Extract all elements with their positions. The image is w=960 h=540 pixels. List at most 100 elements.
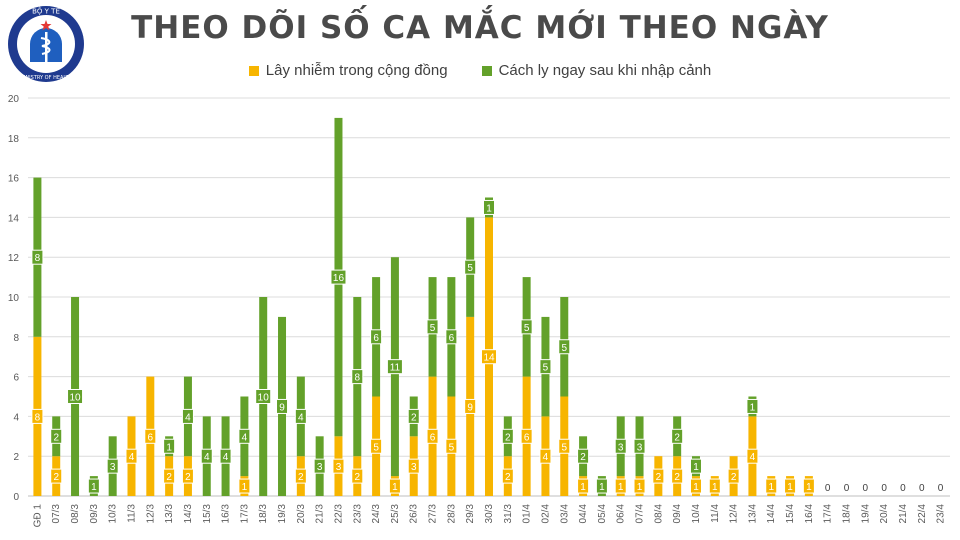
data-label-community-box [31,408,44,424]
data-label-community-box [652,468,665,484]
y-tick-label: 8 [13,333,19,344]
data-label-quarantine-box [558,339,571,355]
data-label-community-box [181,468,194,484]
data-label-quarantine-box [106,458,119,474]
x-tick-label: 19/4 [860,504,871,524]
data-label-quarantine: 2 [580,452,586,463]
data-label-community-box [746,448,759,464]
x-tick-label: 10/4 [691,504,702,524]
data-label-community-box [689,478,702,494]
data-label-quarantine: 2 [674,432,680,443]
data-label-community-box [238,478,251,494]
y-tick-label: 12 [8,253,20,264]
data-label-community: 1 [712,482,718,493]
data-label-community-box [125,448,138,464]
data-label-zero: 0 [938,483,944,494]
data-label-quarantine-box [330,269,347,285]
x-tick-label: 16/4 [804,504,815,524]
data-label-quarantine-box [219,448,232,464]
data-label-quarantine: 3 [618,442,624,453]
data-label-quarantine-box [294,408,307,424]
data-label-quarantine: 2 [411,412,417,423]
x-tick-label: 17/3 [239,504,250,524]
x-tick-label: 20/4 [879,504,890,524]
svg-text:MINISTRY OF HEALTH: MINISTRY OF HEALTH [20,75,73,81]
data-label-quarantine: 3 [637,442,643,453]
x-tick-label: 09/3 [89,504,100,524]
data-label-quarantine: 5 [524,323,530,334]
x-tick-label: 27/3 [428,504,439,524]
data-label-quarantine-box [633,438,646,454]
data-label-zero: 0 [844,483,850,494]
data-label-community: 2 [505,472,511,483]
data-label-community-box [445,438,458,454]
data-label-quarantine: 8 [35,253,41,264]
x-tick-label: 12/4 [729,504,740,524]
data-label-quarantine-box [464,259,477,275]
data-label-community: 6 [148,432,154,443]
data-label-quarantine: 1 [599,482,605,493]
data-label-quarantine-box [163,438,176,454]
x-tick-label: 11/3 [126,504,137,523]
data-label-community: 1 [242,482,248,493]
data-label-community-box [614,478,627,494]
data-label-community: 9 [467,402,473,413]
data-label-quarantine-box [746,398,759,414]
data-label-quarantine-box [595,478,608,494]
data-label-community-box [407,458,420,474]
data-label-quarantine-box [313,458,326,474]
data-label-community: 1 [580,482,586,493]
data-label-quarantine-box [689,458,702,474]
data-label-quarantine: 6 [373,333,379,344]
data-label-quarantine-box [407,408,420,424]
svg-text:BỘ Y TẾ: BỘ Y TẾ [32,6,60,16]
data-label-quarantine-box [276,398,289,414]
legend-label-quarantine: Cách ly ngay sau khi nhập cảnh [498,62,712,79]
data-label-community-box [50,468,63,484]
data-label-quarantine: 6 [449,333,455,344]
data-label-quarantine-box [31,249,44,265]
data-label-community-box [558,438,571,454]
ministry-of-health-logo: BỘ Y TẾ MINISTRY OF HEALTH [8,6,84,82]
data-label-community: 1 [637,482,643,493]
data-label-quarantine: 2 [53,432,59,443]
data-label-community: 3 [336,462,342,473]
x-tick-label: 24/3 [371,504,382,524]
x-tick-label: 12/3 [145,504,156,524]
data-label-zero: 0 [900,483,906,494]
x-tick-label: 20/3 [296,504,307,524]
x-tick-label: GĐ 1 [32,504,43,528]
x-tick-label: 23/3 [352,504,363,524]
data-label-community: 5 [449,442,455,453]
data-label-community-box [388,478,401,494]
legend-item-quarantine: Cách ly ngay sau khi nhập cảnh [481,62,712,79]
data-label-quarantine-box [351,369,364,385]
x-tick-label: 21/3 [315,504,326,524]
x-tick-label: 05/4 [597,504,608,524]
data-label-community-box [481,349,497,365]
data-label-quarantine-box [370,329,383,345]
data-label-community-box [332,458,345,474]
data-label-community-box [501,468,514,484]
data-label-community: 2 [674,472,680,483]
data-label-community: 3 [411,462,417,473]
data-label-quarantine-box [386,359,403,375]
data-label-community: 1 [787,482,793,493]
x-tick-label: 06/4 [616,504,627,524]
data-label-quarantine-box [87,478,100,494]
x-tick-label: 09/4 [672,504,683,524]
data-label-community: 6 [430,432,436,443]
data-label-community-box [727,468,740,484]
data-label-quarantine-box [614,438,627,454]
x-tick-label: 17/4 [823,504,834,524]
x-tick-label: 13/3 [164,504,175,524]
data-label-quarantine-box [483,199,495,215]
y-tick-label: 0 [13,492,19,503]
x-tick-label: 18/4 [842,504,853,524]
data-label-community: 2 [53,472,59,483]
x-tick-label: 07/4 [635,504,646,524]
data-label-community: 1 [806,482,812,493]
data-label-quarantine-box [50,428,63,444]
x-tick-label: 04/4 [578,504,589,524]
data-label-quarantine: 10 [69,393,81,404]
